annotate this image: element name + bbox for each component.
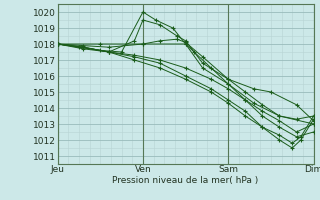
X-axis label: Pression niveau de la mer( hPa ): Pression niveau de la mer( hPa ) — [112, 176, 259, 185]
